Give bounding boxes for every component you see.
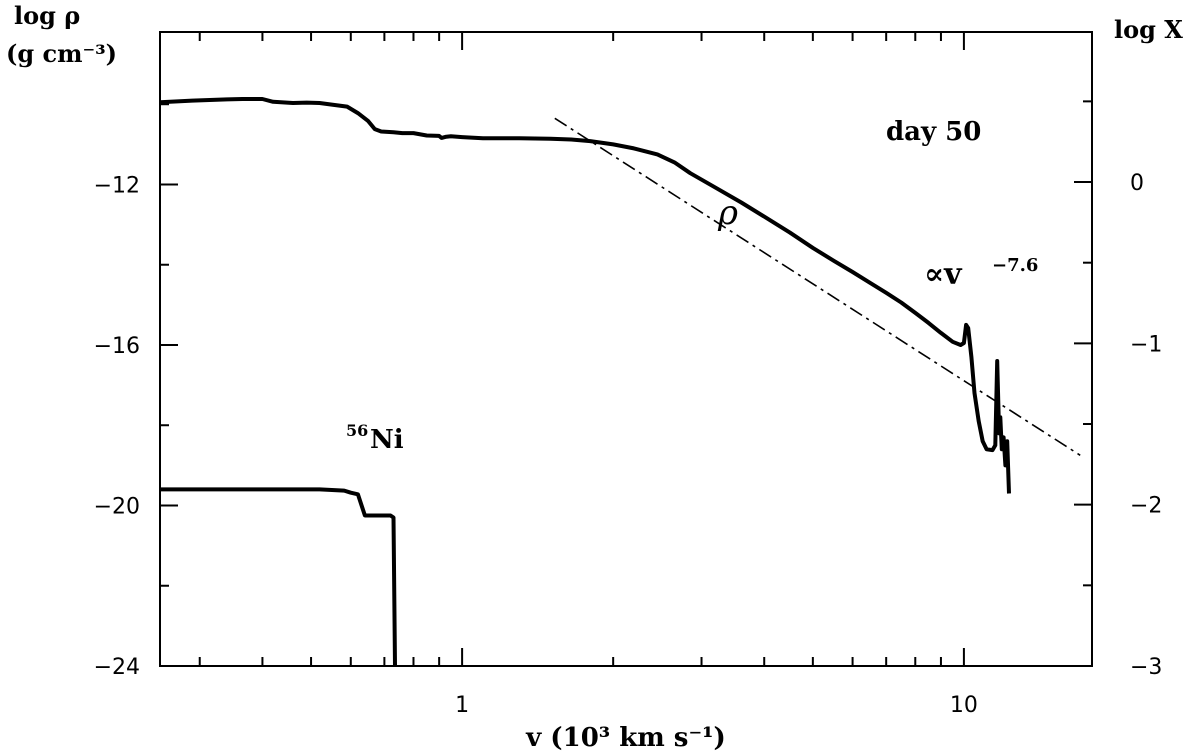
- series-fit-line: [554, 117, 1081, 456]
- y-left-tick-label: −20: [94, 494, 140, 519]
- data-curves: [159, 97, 1081, 667]
- x-axis-label: v (10³ km s⁻¹): [525, 723, 726, 753]
- y-right-tick-label: 0: [1130, 171, 1144, 196]
- y-left-label-line2: (g cm⁻³): [6, 39, 117, 68]
- annotation-powerlaw-exponent: −7.6: [992, 255, 1038, 276]
- y-left-tick-label: −12: [94, 173, 140, 198]
- y-left-tick-label: −16: [94, 334, 140, 359]
- annotation-rho: ρ: [717, 193, 738, 233]
- annotation-day: day 50: [886, 117, 981, 147]
- x-tick-label: 10: [950, 693, 978, 718]
- y-left-label-line1: log ρ: [14, 1, 80, 30]
- annotation-powerlaw: ∝v: [924, 257, 963, 292]
- y-right-tick-label: −1: [1130, 332, 1162, 357]
- axis-ticks: 1 10 −12 −16 −20 −24 0 −1 −2 −3: [94, 32, 1162, 718]
- series-ni56-line: [160, 487, 397, 667]
- y-right-tick-label: −3: [1130, 655, 1162, 680]
- series-rho-line: [159, 97, 1011, 494]
- y-right-tick-label: −2: [1130, 494, 1162, 519]
- plot-frame: [159, 31, 1093, 667]
- y-left-tick-label: −24: [94, 655, 140, 680]
- annotation-ni: Ni: [370, 425, 404, 455]
- y-right-label: log X: [1114, 15, 1183, 44]
- x-tick-label: 1: [455, 693, 469, 718]
- annotation-ni-mass-number: 56: [346, 421, 368, 440]
